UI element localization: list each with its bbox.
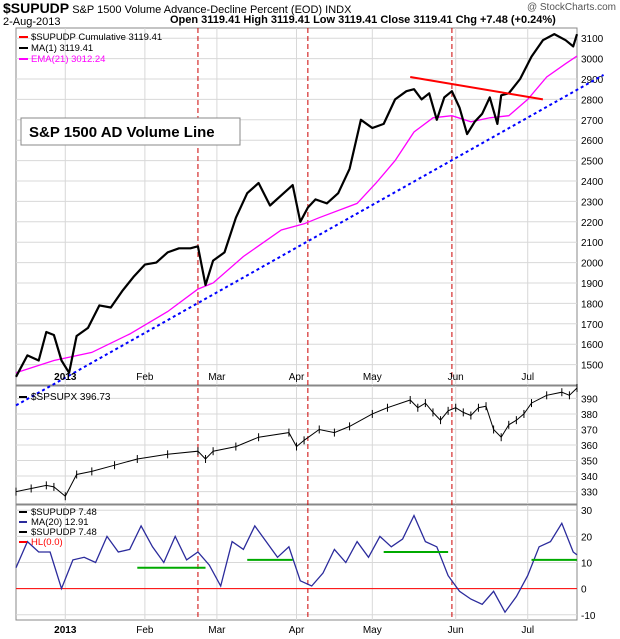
y-tick-label: 2400 (581, 177, 604, 188)
x-tick-label: Mar (208, 625, 226, 636)
ohlc-readout: Open 3119.41 High 3119.41 Low 3119.41 Cl… (170, 14, 556, 26)
ma20-line (15, 513, 578, 614)
y-tick-label: 30 (581, 506, 593, 517)
y-tick-label: 2500 (581, 157, 604, 168)
legend-label: EMA(21) 3012.24 (31, 54, 105, 65)
y-tick-label: 20 (581, 532, 593, 543)
y-tick-label: 1500 (581, 361, 604, 372)
x-tick-label: May (363, 372, 382, 383)
y-tick-label: 350 (581, 457, 598, 468)
legend-label: $SUPUDP 7.48 (31, 527, 97, 538)
x-tick-label: Feb (136, 372, 154, 383)
x-tick-label: Jun (448, 372, 464, 383)
legend-label: $SUPUDP 7.48 (31, 507, 97, 518)
y-tick-label: 2700 (581, 116, 604, 127)
x-tick-label: 2013 (54, 625, 77, 636)
y-tick-label: 1600 (581, 340, 604, 351)
y-tick-label: 1800 (581, 299, 604, 310)
y-tick-label: 2100 (581, 238, 604, 249)
y-tick-label: 10 (581, 559, 593, 570)
x-tick-label: Mar (208, 372, 226, 383)
x-tick-label: Jul (521, 625, 534, 636)
y-tick-label: 370 (581, 425, 598, 436)
chart-title: S&P 1500 AD Volume Line (29, 124, 215, 141)
legend-label: $SUPUDP Cumulative 3119.41 (31, 32, 162, 43)
y-tick-label: 0 (581, 585, 587, 596)
ad-volume-line (15, 32, 579, 378)
chart-header: $SUPUDP S&P 1500 Volume Advance-Decline … (3, 0, 351, 16)
date-label: 2-Aug-2013 (3, 16, 61, 28)
uptrend-line (15, 74, 605, 407)
y-tick-label: 2600 (581, 136, 604, 147)
y-tick-label: 2800 (581, 95, 604, 106)
watermark: @ StockCharts.com (526, 2, 616, 13)
y-tick-label: 360 (581, 441, 598, 452)
description: S&P 1500 Volume Advance-Decline Percent … (72, 4, 323, 16)
x-tick-label: Apr (289, 625, 305, 636)
x-tick-label: Apr (289, 372, 305, 383)
y-tick-label: 3100 (581, 34, 604, 45)
resistance-line (410, 75, 544, 101)
y-tick-label: 390 (581, 394, 598, 405)
y-tick-label: 2200 (581, 218, 604, 229)
exchange: INDX (325, 4, 352, 16)
ema21-line (15, 55, 578, 374)
y-tick-label: -10 (581, 611, 596, 622)
spsupx-line (15, 387, 578, 497)
legend-label: HL(0.0) (31, 537, 63, 548)
y-tick-label: 2300 (581, 197, 604, 208)
x-tick-label: May (363, 625, 382, 636)
legend-label: MA(1) 3119.41 (31, 43, 93, 54)
legend-label: MA(20) 12.91 (31, 517, 89, 528)
y-tick-label: 330 (581, 488, 598, 499)
y-tick-label: 380 (581, 410, 598, 421)
x-tick-label: Jul (521, 372, 534, 383)
x-tick-label: 2013 (54, 372, 77, 383)
x-tick-label: Feb (136, 625, 154, 636)
y-tick-label: 2000 (581, 259, 604, 270)
x-tick-label: Jun (448, 625, 464, 636)
title-box (20, 117, 241, 146)
legend-label: $SPSUPX 396.73 (31, 392, 111, 403)
y-tick-label: 3000 (581, 55, 604, 66)
y-tick-label: 1900 (581, 279, 604, 290)
y-tick-label: 1700 (581, 320, 604, 331)
symbol: $SUPUDP (3, 0, 70, 16)
y-tick-label: 340 (581, 472, 598, 483)
